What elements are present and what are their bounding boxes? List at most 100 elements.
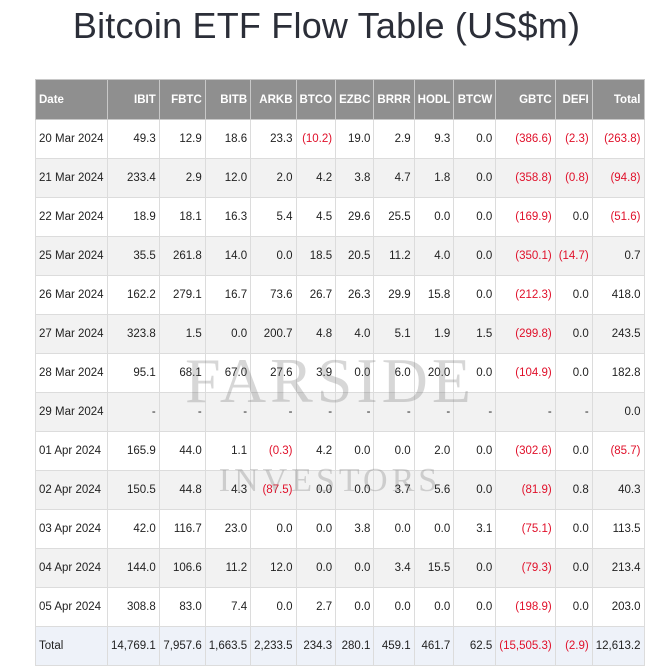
cell-defi: 0.0 [554, 353, 593, 393]
cell-gbtc: (15,505.3) [495, 626, 556, 666]
cell-btcw: 0.0 [453, 197, 497, 237]
cell-ibit: 144.0 [107, 548, 160, 588]
table-body: 20 Mar 2024 49.3 12.9 18.6 23.3 (10.2) 19.0 2.9… [35, 119, 645, 666]
cell-hodl: 4.0 [413, 236, 455, 276]
cell-bitb: 0.0 [204, 314, 252, 354]
cell-total: (51.6) [591, 197, 645, 237]
cell-ezbc: 0.0 [335, 431, 375, 471]
cell-hodl: 9.3 [413, 119, 455, 159]
cell-total: 203.0 [591, 587, 645, 627]
cell-hodl: 461.7 [413, 626, 455, 666]
cell-btco: 3.9 [295, 353, 337, 393]
cell-arkb: 0.0 [250, 587, 297, 627]
row-date: 29 Mar 2024 [35, 392, 108, 432]
cell-bitb: 14.0 [204, 236, 252, 276]
row-date: 02 Apr 2024 [35, 470, 108, 510]
cell-gbtc: (302.6) [495, 431, 556, 471]
cell-defi: 0.0 [554, 587, 593, 627]
row-date: 04 Apr 2024 [35, 548, 108, 588]
table-row: 20 Mar 2024 49.3 12.9 18.6 23.3 (10.2) 19.0 2.9… [35, 119, 645, 159]
cell-hodl: 5.6 [413, 470, 455, 510]
cell-btco: (10.2) [295, 119, 337, 159]
cell-btcw: 62.5 [453, 626, 497, 666]
cell-arkb: 0.0 [250, 236, 297, 276]
cell-ezbc: 0.0 [335, 587, 375, 627]
cell-btcw: 0.0 [453, 275, 497, 315]
row-date: 22 Mar 2024 [35, 197, 108, 237]
row-date: 03 Apr 2024 [35, 509, 108, 549]
cell-ezbc: 0.0 [335, 470, 375, 510]
cell-ibit: 162.2 [107, 275, 160, 315]
cell-arkb: 73.6 [250, 275, 297, 315]
cell-bitb: 1,663.5 [204, 626, 252, 666]
table-row: 02 Apr 2024 150.5 44.8 4.3 (87.5) 0.0 0.0 3.7 5.… [35, 470, 645, 510]
cell-gbtc: (358.8) [495, 158, 556, 198]
cell-arkb: 27.6 [250, 353, 297, 393]
cell-fbtc: 261.8 [158, 236, 206, 276]
cell-btco: 0.0 [295, 509, 337, 549]
cell-brrr: 25.5 [373, 197, 415, 237]
cell-btco: 4.5 [295, 197, 337, 237]
cell-btco: 4.2 [295, 158, 337, 198]
column-header-fbtc: FBTC [158, 79, 206, 120]
row-date: 20 Mar 2024 [35, 119, 108, 159]
row-date: 05 Apr 2024 [35, 587, 108, 627]
cell-fbtc: 106.6 [158, 548, 206, 588]
cell-ibit: 49.3 [107, 119, 160, 159]
cell-arkb: 2.0 [250, 158, 297, 198]
cell-defi: 0.0 [554, 431, 593, 471]
page-title: Bitcoin ETF Flow Table (US$m) [72, 5, 581, 46]
cell-fbtc: 7,957.6 [158, 626, 206, 666]
table-row: 21 Mar 2024 233.4 2.9 12.0 2.0 4.2 3.8 4.7 1.8 0.… [35, 158, 645, 198]
cell-btcw: 3.1 [453, 509, 497, 549]
cell-arkb: - [250, 392, 297, 432]
cell-gbtc: (169.9) [495, 197, 556, 237]
row-date: 26 Mar 2024 [35, 275, 108, 315]
cell-fbtc: 44.8 [158, 470, 206, 510]
cell-btcw: 0.0 [453, 158, 497, 198]
column-header-gbtc: GBTC [495, 79, 556, 120]
total-row: Total 14,769.1 7,957.6 1,663.5 2,233.5 234.3 2… [35, 626, 645, 666]
cell-btcw: 1.5 [453, 314, 497, 354]
cell-ibit: 150.5 [107, 470, 160, 510]
cell-total: 0.0 [591, 392, 645, 432]
cell-hodl: 15.8 [413, 275, 455, 315]
cell-bitb: 1.1 [204, 431, 252, 471]
cell-bitb: 12.0 [204, 158, 252, 198]
cell-btcw: 0.0 [453, 431, 497, 471]
cell-arkb: 0.0 [250, 509, 297, 549]
cell-defi: 0.0 [554, 548, 593, 588]
cell-btco: 26.7 [295, 275, 337, 315]
row-date: 25 Mar 2024 [35, 236, 108, 276]
table-row: 04 Apr 2024 144.0 106.6 11.2 12.0 0.0 0.0 3.4 15… [35, 548, 645, 588]
cell-btcw: 0.0 [453, 119, 497, 159]
cell-ezbc: 4.0 [335, 314, 375, 354]
row-date: 21 Mar 2024 [35, 158, 108, 198]
cell-fbtc: 1.5 [158, 314, 206, 354]
table-row: 26 Mar 2024 162.2 279.1 16.7 73.6 26.7 26.3 29.… [35, 275, 645, 315]
cell-btco: 4.2 [295, 431, 337, 471]
cell-bitb: 7.4 [204, 587, 252, 627]
cell-btcw: - [453, 392, 497, 432]
cell-btco: 2.7 [295, 587, 337, 627]
cell-hodl: 2.0 [413, 431, 455, 471]
cell-total: 12,613.2 [591, 626, 645, 666]
cell-defi: (2.9) [554, 626, 593, 666]
cell-brrr: 5.1 [373, 314, 415, 354]
cell-btcw: 0.0 [453, 548, 497, 588]
column-header-ezbc: EZBC [335, 79, 375, 120]
cell-fbtc: 116.7 [158, 509, 206, 549]
cell-bitb: 23.0 [204, 509, 252, 549]
cell-brrr: 459.1 [373, 626, 415, 666]
table-row: 03 Apr 2024 42.0 116.7 23.0 0.0 0.0 3.8 0.0 0.0 3… [35, 509, 645, 549]
cell-ezbc: 20.5 [335, 236, 375, 276]
cell-ibit: 35.5 [107, 236, 160, 276]
cell-gbtc: (386.6) [495, 119, 556, 159]
table-row: 29 Mar 2024- - - - - - - - - - -0.0 [35, 392, 645, 432]
cell-brrr: 29.9 [373, 275, 415, 315]
cell-ibit: 95.1 [107, 353, 160, 393]
cell-total: (94.8) [591, 158, 645, 198]
cell-total: 182.8 [591, 353, 645, 393]
row-date: 27 Mar 2024 [35, 314, 108, 354]
cell-gbtc: (75.1) [495, 509, 556, 549]
